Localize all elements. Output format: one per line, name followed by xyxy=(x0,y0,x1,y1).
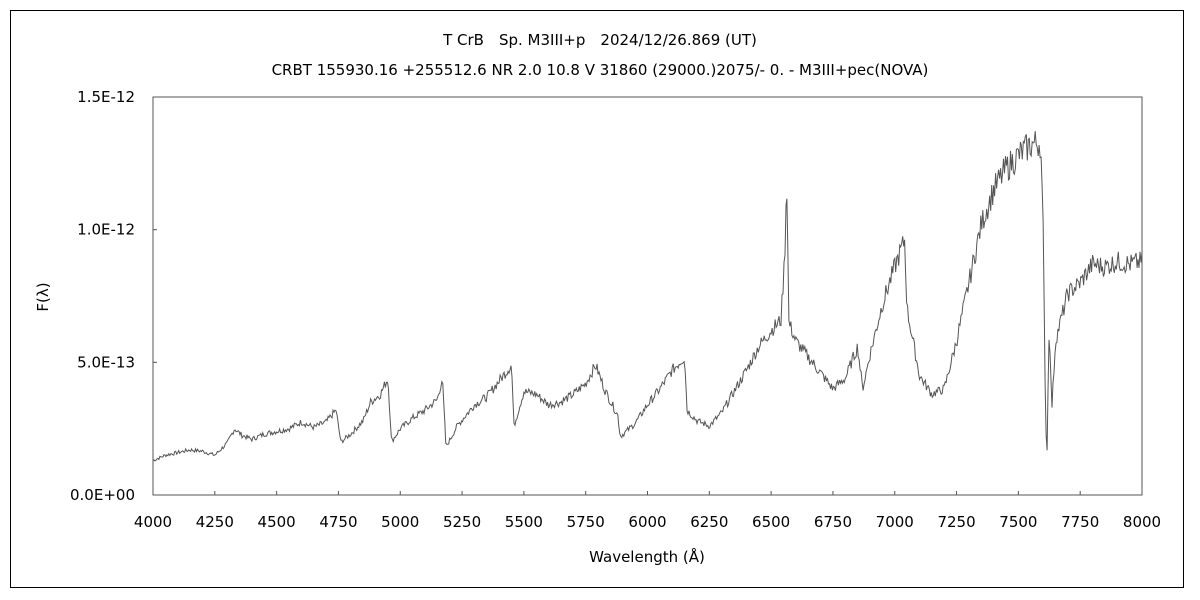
y-tick-label: 5.0E-13 xyxy=(77,353,135,371)
x-tick-label: 5500 xyxy=(505,513,543,531)
x-tick-label: 5250 xyxy=(443,513,481,531)
y-tick-label: 1.5E-12 xyxy=(77,88,135,106)
x-tick-label: 8000 xyxy=(1123,513,1161,531)
y-axis-label: F(λ) xyxy=(34,282,52,311)
y-axis: 0.0E+00 5.0E-13 1.0E-12 1.5E-12 xyxy=(70,88,157,504)
y-tick-label: 1.0E-12 xyxy=(77,221,135,239)
x-tick-label: 4500 xyxy=(258,513,296,531)
x-tick-label: 4000 xyxy=(134,513,172,531)
x-tick-label: 7500 xyxy=(999,513,1037,531)
x-tick-label: 5750 xyxy=(567,513,605,531)
x-tick-label: 7000 xyxy=(876,513,914,531)
x-tick-label: 6500 xyxy=(752,513,790,531)
x-axis-label: Wavelength (Å) xyxy=(589,547,705,566)
x-tick-label: 4750 xyxy=(319,513,357,531)
x-tick-label: 6750 xyxy=(814,513,852,531)
chart-frame xyxy=(10,10,1184,588)
x-axis: 4000 4250 4500 4750 5000 5250 5500 5750 6000 6250… xyxy=(134,491,1161,531)
x-tick-label: 6000 xyxy=(628,513,666,531)
x-tick-label: 7250 xyxy=(937,513,975,531)
spectrum-line xyxy=(152,131,1143,462)
chart-subtitle: CRBT 155930.16 +255512.6 NR 2.0 10.8 V 3… xyxy=(272,61,929,79)
x-tick-label: 5000 xyxy=(381,513,419,531)
x-tick-label: 4250 xyxy=(196,513,234,531)
x-tick-label: 7750 xyxy=(1061,513,1099,531)
plot-area xyxy=(152,96,1143,496)
chart-title: T CrB Sp. M3III+p 2024/12/26.869 (UT) xyxy=(442,31,757,49)
y-tick-label: 0.0E+00 xyxy=(70,486,135,504)
x-tick-label: 6250 xyxy=(690,513,728,531)
